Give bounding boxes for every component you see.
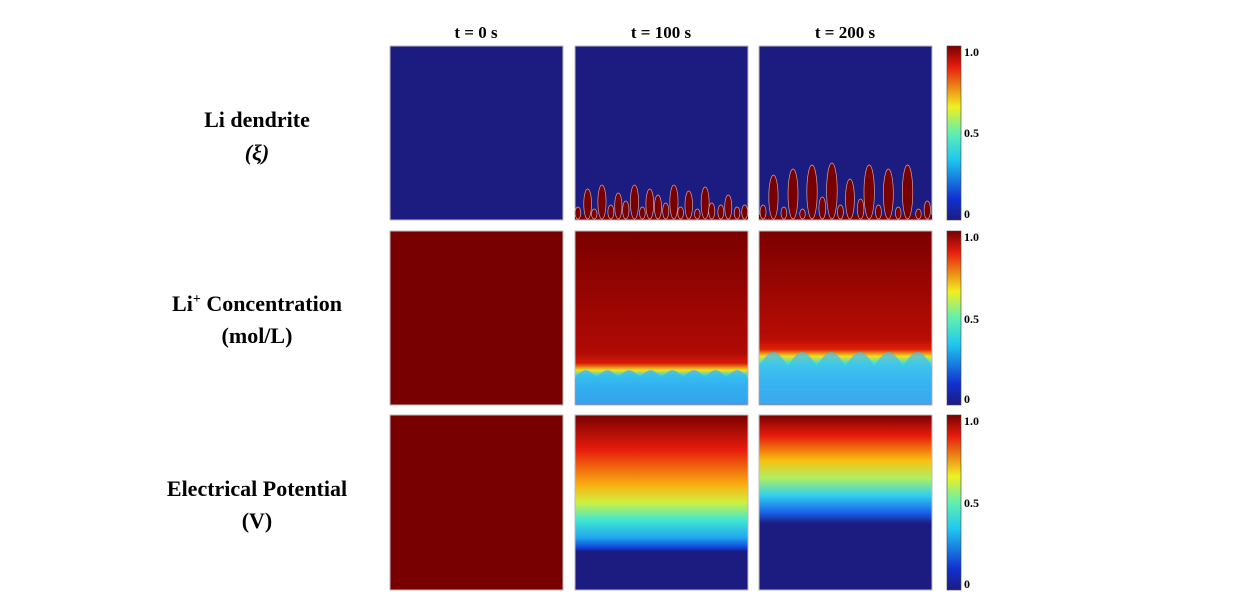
colorbar-concentration-tick-min: 0 — [964, 392, 970, 406]
panel-dendrite-t0 — [389, 45, 564, 221]
row-unit-dendrite: (ξ) — [245, 140, 270, 165]
colorbar-potential-tick-mid: 0.5 — [964, 496, 979, 510]
panel-potential-t100 — [574, 414, 749, 591]
dendrite — [583, 188, 592, 220]
dendrite — [759, 204, 767, 220]
concentration-front — [759, 352, 932, 404]
dendrite — [733, 206, 741, 220]
panel-concentration-t100 — [574, 230, 749, 406]
panel-concentration-t200 — [758, 230, 933, 406]
panel-concentration-t0 — [389, 230, 564, 406]
dendrite — [787, 168, 799, 220]
panel-dendrite-t200 — [758, 45, 933, 221]
colorbar-concentration: 1.0 0.5 0 — [946, 230, 979, 406]
electrode-layer — [575, 215, 748, 219]
colorbar-dendrite-tick-max: 1.0 — [964, 45, 979, 59]
column-title-t100: t = 100 s — [631, 23, 692, 42]
dendrite — [717, 204, 725, 220]
dendrite — [694, 208, 701, 220]
dendrite — [845, 178, 855, 220]
dendrite — [645, 188, 655, 220]
electrode-layer — [759, 215, 932, 219]
dendrite — [741, 204, 749, 220]
dendrite — [662, 202, 670, 220]
dendrite — [768, 174, 779, 220]
dendrite — [669, 184, 679, 220]
dendrite — [607, 204, 615, 220]
colorbar-potential-tick-min: 0 — [964, 577, 970, 591]
dendrite — [677, 206, 684, 220]
row-unit-concentration: (mol/L) — [222, 323, 293, 348]
colorbar-concentration-tick-max: 1.0 — [964, 230, 979, 244]
dendrite — [818, 196, 827, 220]
dendrite — [826, 162, 838, 220]
dendrite — [684, 190, 693, 220]
dendrite — [591, 208, 598, 220]
panel-potential-t0 — [389, 414, 564, 591]
row-label-potential: Electrical Potential — [167, 476, 347, 501]
colorbar-potential-tick-max: 1.0 — [964, 414, 979, 428]
colorbar-dendrite-tick-mid: 0.5 — [964, 126, 979, 140]
row-label-dendrite: Li dendrite — [204, 107, 310, 132]
dendrite — [806, 164, 818, 220]
dendrite — [614, 192, 623, 220]
column-title-t200: t = 200 s — [815, 23, 876, 42]
dendrite — [700, 186, 710, 220]
dendrite — [895, 206, 902, 220]
row-unit-potential: (V) — [242, 508, 273, 533]
dendrite — [915, 208, 922, 220]
colorbar-dendrite-bar — [946, 45, 962, 221]
colorbar-potential: 1.0 0.5 0 — [946, 414, 979, 591]
dendrite — [799, 208, 806, 220]
dendrite — [923, 200, 931, 220]
concentration-front — [575, 370, 748, 404]
dendrite — [837, 204, 844, 220]
colorbar-concentration-bar — [946, 230, 962, 406]
dendrite — [780, 206, 788, 220]
li-text: Li — [172, 291, 193, 316]
colorbar-potential-bar — [946, 414, 962, 591]
dendrite — [654, 194, 662, 220]
panel-potential-t200 — [758, 414, 933, 591]
panel-dendrite-t100 — [574, 45, 749, 221]
colorbar-concentration-tick-mid: 0.5 — [964, 312, 979, 326]
dendrite — [883, 168, 894, 220]
concentration-text: Concentration — [201, 291, 342, 316]
dendrite — [630, 184, 639, 220]
column-title-t0: t = 0 s — [454, 23, 498, 42]
row-label-concentration: Li+ Concentration — [172, 291, 342, 316]
dendrite — [574, 206, 582, 220]
dendrite — [875, 204, 882, 220]
colorbar-dendrite: 1.0 0.5 0 — [946, 45, 979, 221]
dendrite — [708, 202, 716, 220]
plus-superscript: + — [193, 292, 201, 307]
dendrite — [863, 164, 875, 220]
dendrite — [902, 164, 914, 220]
dendrite — [622, 200, 630, 220]
dendrite — [724, 194, 733, 220]
dendrite — [856, 198, 865, 220]
dendrite — [597, 184, 607, 220]
colorbar-dendrite-tick-min: 0 — [964, 207, 970, 221]
dendrite — [639, 206, 646, 220]
